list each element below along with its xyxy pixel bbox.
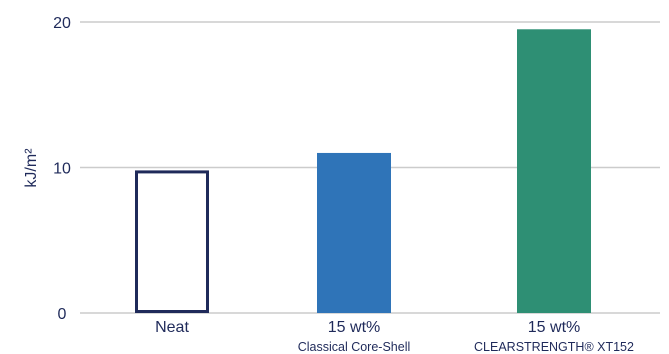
- y-tick-label: 20: [53, 15, 71, 32]
- x-tick-label: Neat: [155, 319, 189, 336]
- y-tick-label: 0: [58, 306, 67, 323]
- x-tick-label: 15 wt%: [328, 319, 380, 336]
- x-tick-sublabel: Classical Core-Shell: [298, 340, 411, 354]
- y-tick-labels: 0 10 20: [53, 15, 71, 323]
- y-axis-label: kJ/m²: [23, 148, 40, 188]
- bar: [135, 170, 209, 313]
- x-tick-sublabel: CLEARSTRENGTH® XT152: [474, 340, 634, 354]
- bars: [135, 29, 591, 314]
- bar: [517, 29, 591, 314]
- x-tick-labels: Neat 15 wt% Classical Core-Shell 15 wt% CLEA…: [155, 319, 634, 354]
- x-tick-label: 15 wt%: [528, 319, 580, 336]
- bar: [317, 152, 391, 313]
- y-tick-label: 10: [53, 161, 71, 178]
